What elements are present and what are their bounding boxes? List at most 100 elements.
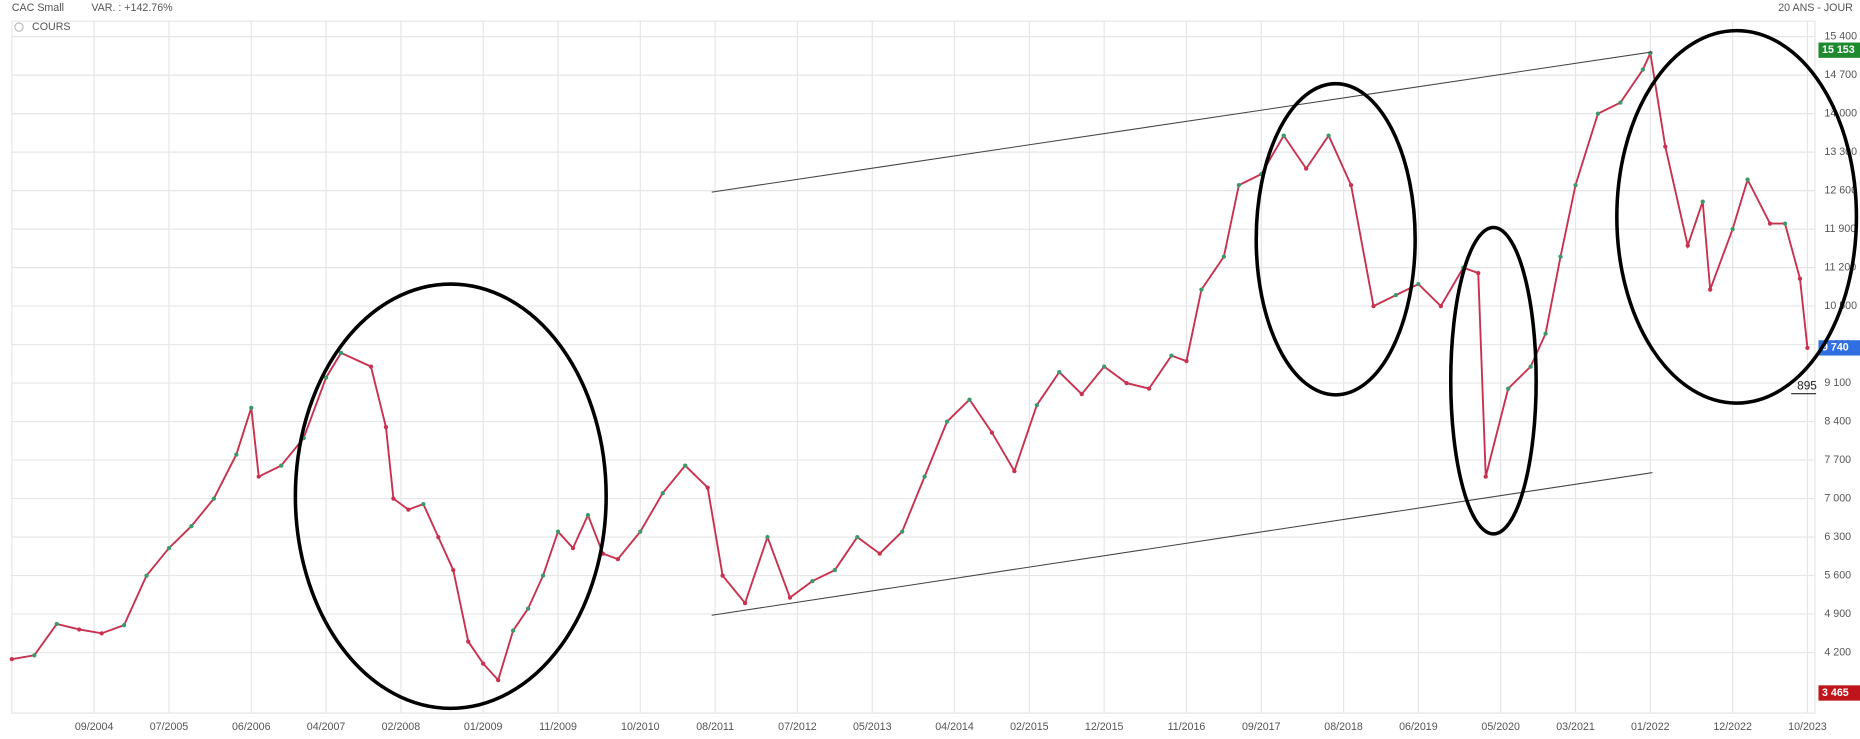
price-point [810, 578, 815, 584]
plot-frame [11, 20, 1816, 714]
price-point [877, 551, 882, 556]
price-point [189, 523, 194, 529]
price-point [1558, 254, 1563, 259]
price-point [944, 419, 950, 424]
price-line [11, 49, 1809, 682]
price-point [338, 350, 344, 355]
price-point [967, 397, 972, 402]
price-point [1805, 345, 1810, 351]
x-tick-label: 08/2018 [1324, 721, 1363, 733]
price-point [1034, 402, 1039, 408]
legend-label[interactable]: COURS [32, 21, 70, 33]
price-point [855, 534, 860, 540]
chart-title: CAC Small [12, 2, 64, 14]
y-tick-label: 5 600 [1824, 569, 1851, 581]
price-point [1573, 182, 1578, 188]
price-point [1416, 281, 1421, 287]
price-point [570, 545, 576, 551]
x-tick-label: 05/2013 [853, 721, 892, 733]
y-tick-label: 14 000 [1824, 107, 1857, 119]
price-point [1281, 133, 1286, 138]
price-point [1169, 353, 1174, 358]
price-point [832, 567, 837, 573]
price-point [525, 606, 531, 611]
price-point [1348, 182, 1354, 188]
price-point [9, 657, 14, 662]
price-point [1595, 111, 1601, 116]
price-point [279, 463, 284, 468]
price-point [1079, 391, 1084, 397]
price-point [77, 627, 82, 632]
price-point [166, 545, 172, 551]
price-point [1476, 270, 1481, 276]
price-point [989, 430, 995, 435]
price-point [1685, 243, 1690, 248]
highlight-ellipse [1615, 28, 1859, 405]
price-point [765, 534, 770, 540]
price-point [144, 573, 149, 578]
price-point [256, 474, 261, 479]
x-tick-label: 05/2020 [1481, 721, 1520, 733]
price-point [54, 621, 59, 627]
price-point [1124, 380, 1129, 386]
price-point [787, 595, 793, 600]
legend-icon [14, 22, 24, 32]
x-tick-label: 07/2005 [150, 721, 189, 733]
price-point [391, 496, 396, 501]
x-tick-label: 01/2022 [1631, 721, 1670, 733]
y-tick-label: 14 700 [1824, 69, 1857, 81]
highlight-ellipse [1254, 81, 1417, 397]
price-point [1184, 358, 1189, 364]
price-point [683, 463, 688, 468]
x-tick-label: 03/2021 [1556, 721, 1595, 733]
price-point [481, 661, 486, 666]
period-label: 20 ANS - JOUR [1778, 2, 1853, 14]
price-point [1618, 100, 1623, 105]
price-point [249, 405, 254, 410]
price-point [121, 622, 127, 628]
x-tick-label: 09/2004 [75, 721, 114, 733]
x-tick-label: 06/2006 [232, 721, 271, 733]
annotations [293, 28, 1859, 711]
price-point [234, 452, 239, 457]
x-tick-label: 12/2015 [1085, 721, 1124, 733]
price-point [1057, 369, 1062, 375]
price-point [1745, 177, 1750, 182]
price-tag-label: 15 153 [1822, 44, 1855, 56]
price-tag [1818, 42, 1860, 58]
price-point [1221, 254, 1227, 259]
price-point [540, 573, 546, 578]
price-point [1438, 303, 1443, 309]
x-tick-label: 04/2014 [935, 721, 974, 733]
x-tick-label: 01/2009 [464, 721, 503, 733]
price-point [1483, 474, 1488, 479]
price-tag-label: 3 465 [1822, 687, 1849, 699]
y-tick-label: 12 600 [1824, 184, 1857, 196]
price-point [466, 639, 471, 644]
price-point [922, 474, 927, 479]
price-point [1393, 292, 1399, 298]
price-point [615, 556, 621, 562]
price-point [211, 496, 217, 501]
y-tick-label: 15 400 [1824, 30, 1857, 42]
price-point [1543, 331, 1548, 336]
price-point [496, 677, 501, 683]
y-tick-label: 11 200 [1824, 261, 1856, 273]
x-tick-label: 04/2007 [307, 721, 346, 733]
price-point [383, 424, 389, 430]
price-point [742, 600, 748, 606]
price-point [451, 567, 456, 573]
price-point [1012, 468, 1017, 474]
price-point [1730, 226, 1735, 232]
price-point [1102, 364, 1107, 369]
y-tick-label: 9 100 [1824, 377, 1851, 389]
chart-subtitle: VAR. : +142.76% [91, 2, 173, 14]
x-tick-label: 11/2016 [1168, 721, 1206, 733]
y-tick-label: 7 700 [1824, 454, 1851, 466]
x-tick-label: 02/2015 [1010, 721, 1049, 733]
price-point [1528, 364, 1533, 369]
price-tag [1818, 685, 1860, 701]
annotation: 895 [1797, 379, 1817, 393]
price-point [705, 485, 710, 490]
